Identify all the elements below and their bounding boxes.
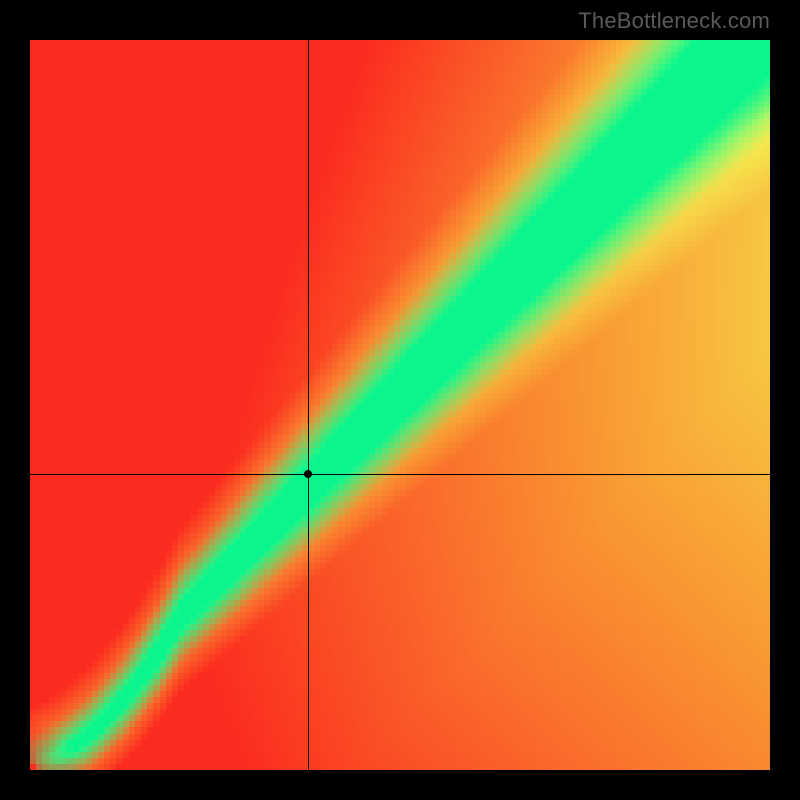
- crosshair-vertical: [308, 40, 309, 770]
- bottleneck-heatmap: [30, 40, 770, 770]
- watermark-text: TheBottleneck.com: [578, 8, 770, 34]
- crosshair-marker-dot: [304, 470, 312, 478]
- crosshair-horizontal: [30, 474, 770, 475]
- chart-container: TheBottleneck.com: [0, 0, 800, 800]
